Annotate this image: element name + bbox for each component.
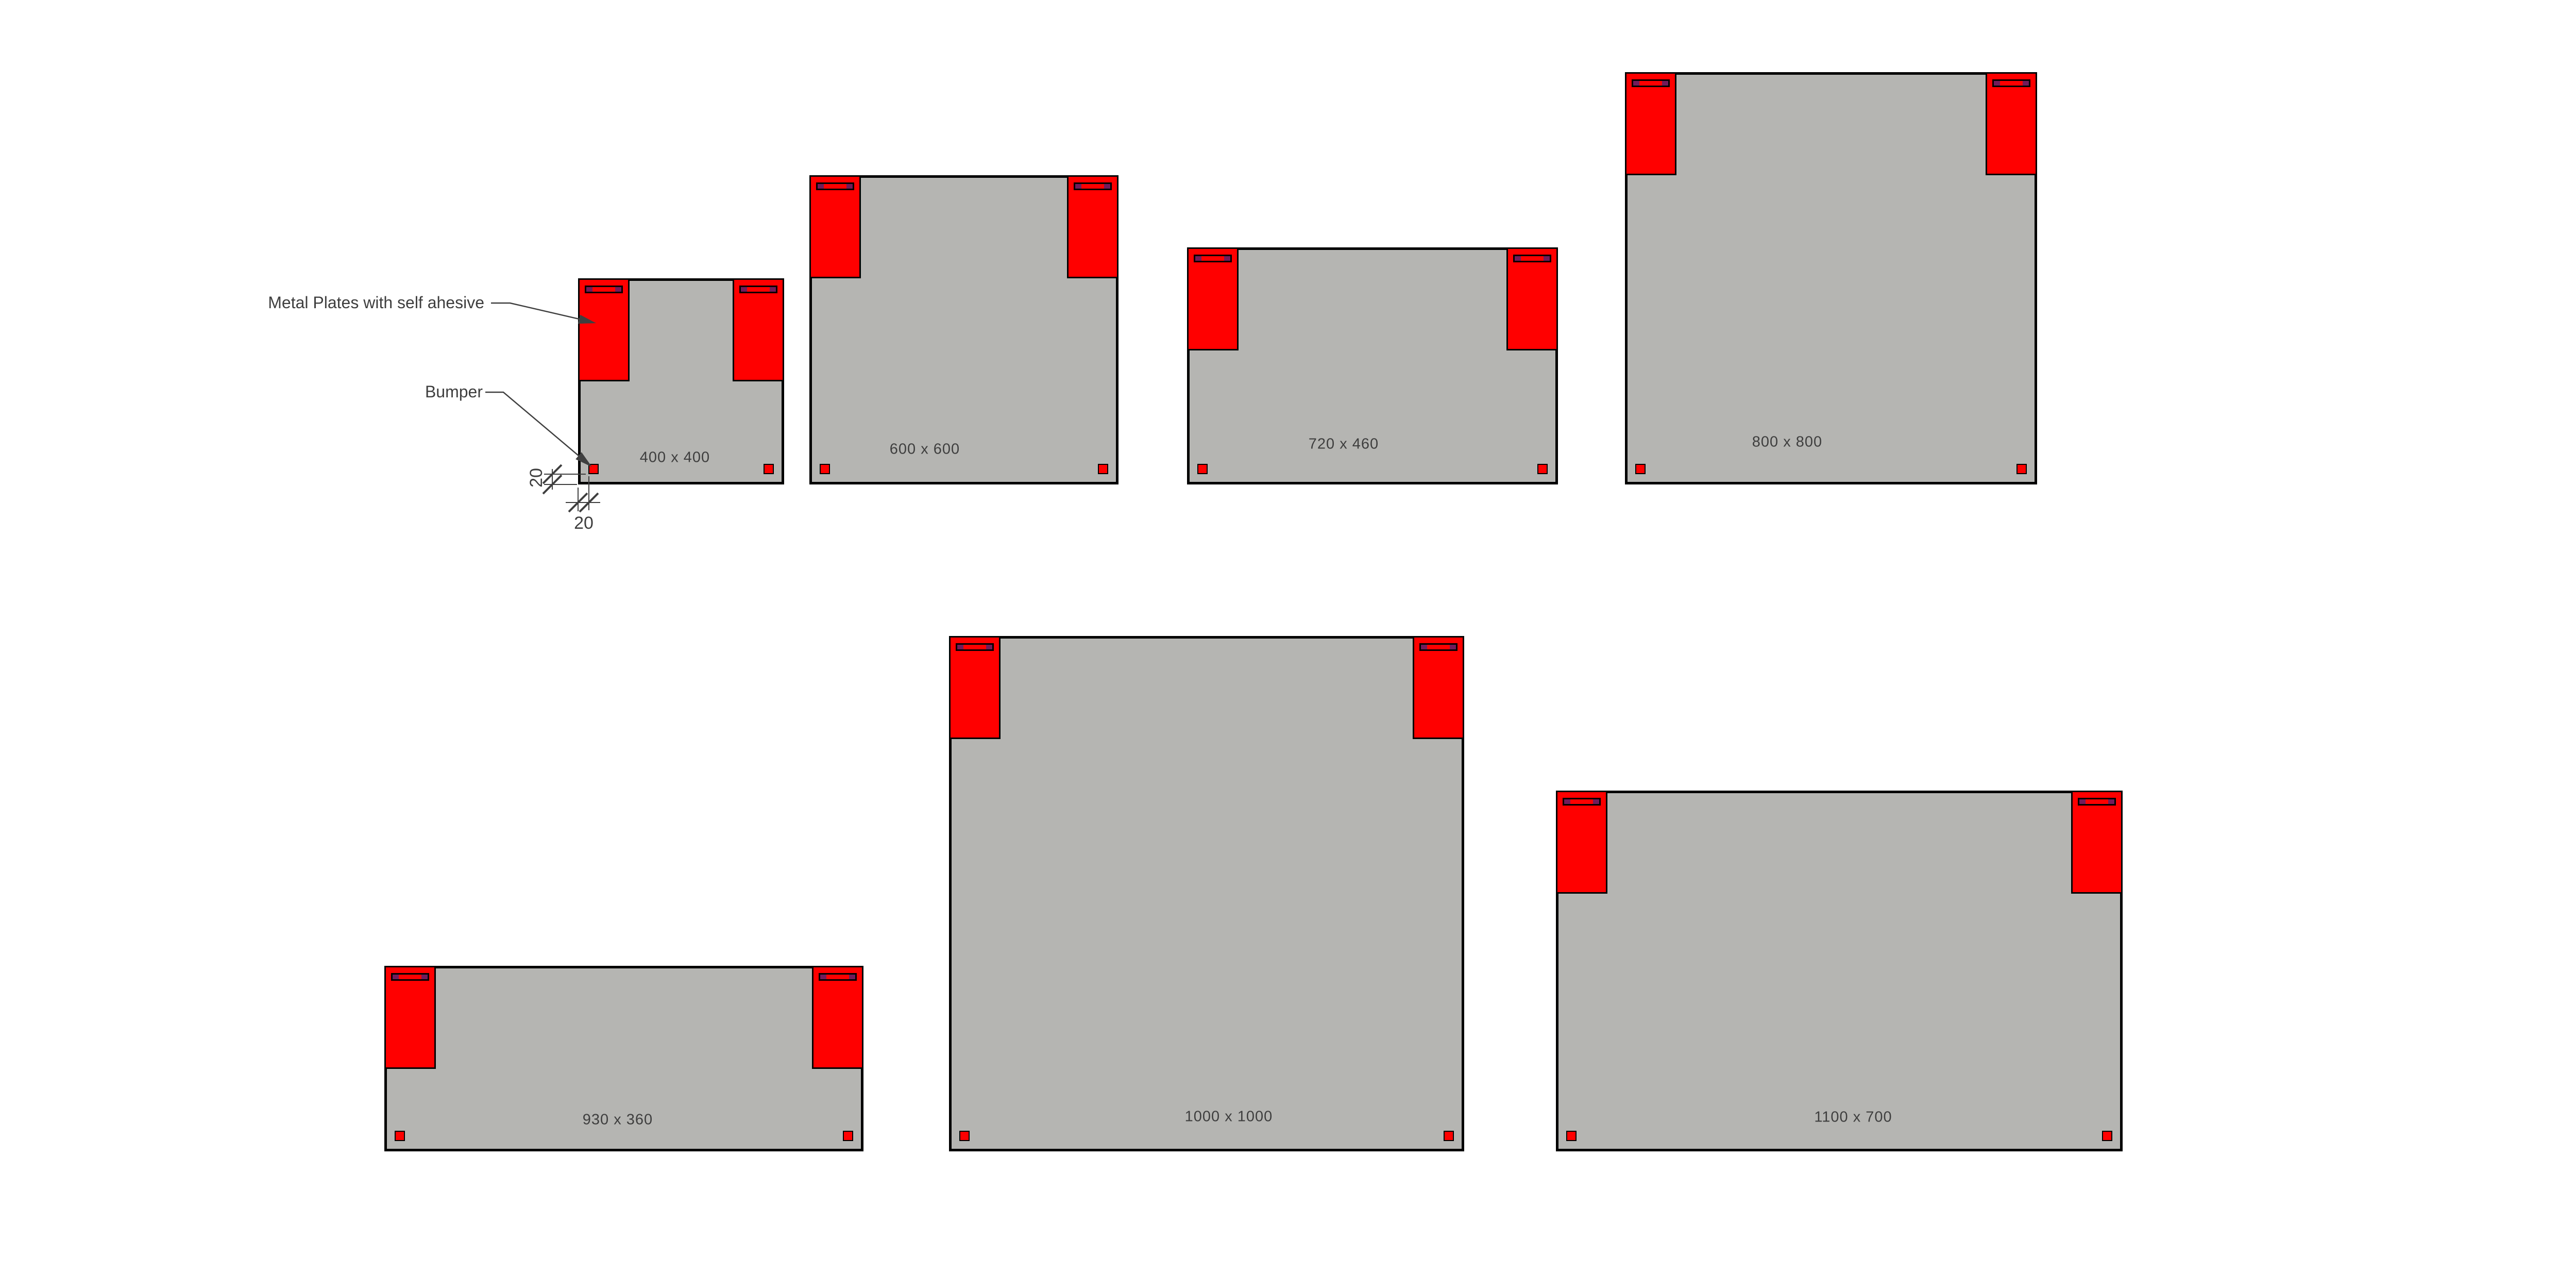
bumper (588, 464, 599, 474)
metal-plate (384, 966, 436, 1069)
panel-size-label: 1100 x 700 (1814, 1109, 1892, 1126)
plate-slot-icon (739, 286, 777, 293)
slot-cap-icon (770, 287, 776, 292)
slot-cap-icon (1994, 81, 2000, 86)
plate-slot-icon (816, 182, 854, 190)
slot-cap-icon (615, 287, 621, 292)
plate-slot-icon (819, 973, 857, 981)
slot-cap-icon (1515, 256, 1521, 261)
panel-1100x700 (1556, 791, 2123, 1151)
bumper-leader-line (485, 391, 589, 465)
bumper (1444, 1131, 1454, 1141)
slot-cap-icon (2079, 799, 2086, 804)
slot-cap-icon (1450, 645, 1456, 649)
bumper (1098, 464, 1108, 474)
metal-plate (1556, 791, 1607, 894)
slot-cap-icon (586, 287, 592, 292)
slot-cap-icon (818, 184, 824, 189)
panel-size-label: 930 x 360 (582, 1111, 653, 1128)
bumper (2016, 464, 2027, 474)
plate-slot-icon (1992, 79, 2030, 87)
dimension-bottom-inset-value: 20 (527, 468, 546, 488)
metal-plate (1413, 636, 1464, 739)
plate-slot-icon (391, 973, 429, 981)
panel-size-label: 720 x 460 (1308, 435, 1379, 453)
metal-plate (1506, 247, 1558, 350)
bumper (959, 1131, 970, 1141)
slot-cap-icon (846, 184, 853, 189)
plate-slot-icon (1563, 798, 1601, 806)
panel-720x460 (1187, 247, 1558, 484)
slot-cap-icon (1075, 184, 1081, 189)
plate-slot-icon (585, 286, 623, 293)
slot-cap-icon (1224, 256, 1230, 261)
slot-cap-icon (1104, 184, 1110, 189)
slot-cap-icon (393, 975, 399, 979)
slot-cap-icon (1662, 81, 1668, 86)
panel-size-label: 400 x 400 (639, 449, 710, 466)
plate-slot-icon (1194, 255, 1232, 262)
slot-cap-icon (741, 287, 747, 292)
bumper (1537, 464, 1548, 474)
bumper (764, 464, 774, 474)
panel-size-label: 1000 x 1000 (1184, 1108, 1273, 1125)
metal-plate (1986, 72, 2037, 175)
metal-plate (1187, 247, 1239, 350)
slot-cap-icon (2023, 81, 2029, 86)
metal-plate (733, 278, 784, 381)
slot-cap-icon (1544, 256, 1550, 261)
plate-slot-icon (1074, 182, 1112, 190)
metal-plates-leader-line (491, 302, 593, 323)
panel-1000x1000 (949, 636, 1464, 1151)
bumper (843, 1131, 853, 1141)
metal-plate (1067, 175, 1118, 278)
slot-cap-icon (1421, 645, 1427, 649)
metal-plates-callout-label: Metal Plates with self ahesive (268, 293, 484, 312)
slot-cap-icon (2108, 799, 2114, 804)
bumper (2102, 1131, 2112, 1141)
slot-cap-icon (986, 645, 992, 649)
slot-cap-icon (957, 645, 963, 649)
plate-slot-icon (2078, 798, 2116, 806)
panel-400x400 (578, 278, 784, 484)
bumper-callout-label: Bumper (425, 382, 483, 401)
metal-plate (1625, 72, 1676, 175)
metal-plate (2071, 791, 2123, 894)
slot-cap-icon (1633, 81, 1639, 86)
panel-600x600 (809, 175, 1118, 484)
slot-cap-icon (1593, 799, 1599, 804)
dimension-side-inset-value: 20 (574, 513, 594, 533)
panel-800x800 (1625, 72, 2037, 484)
panel-size-label: 800 x 800 (1752, 433, 1823, 450)
panel-size-label: 600 x 600 (889, 441, 960, 458)
slot-cap-icon (1564, 799, 1570, 804)
metal-plate (949, 636, 1001, 739)
metal-plate (812, 966, 863, 1069)
bumper (395, 1131, 405, 1141)
metal-plate (809, 175, 861, 278)
plate-slot-icon (1513, 255, 1551, 262)
bumper (1635, 464, 1646, 474)
bumper (1566, 1131, 1577, 1141)
plate-slot-icon (956, 643, 994, 651)
slot-cap-icon (421, 975, 428, 979)
plate-slot-icon (1419, 643, 1458, 651)
metal-plate (578, 278, 630, 381)
slot-cap-icon (820, 975, 826, 979)
slot-cap-icon (1195, 256, 1201, 261)
plate-slot-icon (1632, 79, 1670, 87)
slot-cap-icon (849, 975, 855, 979)
bumper (1197, 464, 1208, 474)
bumper (820, 464, 830, 474)
panel-930x360 (384, 966, 863, 1151)
